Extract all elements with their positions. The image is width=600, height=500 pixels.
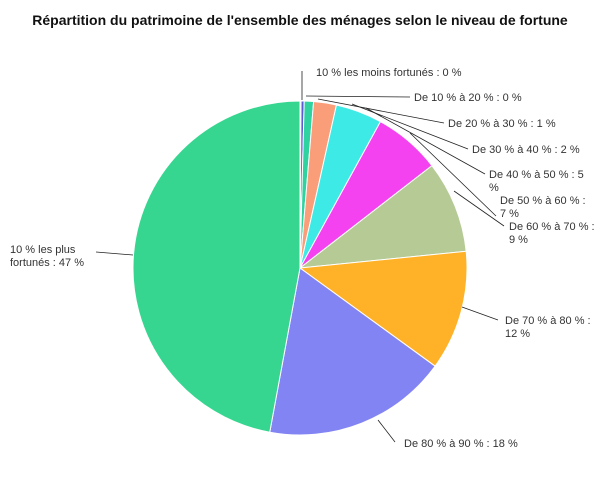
leader-line-10 [95,251,134,256]
slice-label-7: De 60 % à 70 % :9 % [509,221,595,246]
slice-label-2: De 10 % à 20 % : 0 % [414,92,522,104]
pie-slice-7 [298,164,467,269]
leader-line-5 [365,107,486,175]
slice-label-3: De 20 % à 30 % : 1 % [448,118,556,130]
slice-label-4: De 30 % à 40 % : 2 % [472,144,580,156]
leader-line-8 [461,306,499,321]
leader-line-6 [409,132,497,217]
leader-line-3 [317,98,445,124]
slice-label-5: De 40 % à 50 % : 5% [489,169,584,194]
pie-slice-9 [269,267,436,436]
slice-label-9: De 80 % à 90 % : 18 % [404,438,518,450]
leader-line-4 [351,103,469,150]
pie-slice-8 [298,250,468,367]
slice-label-10: 10 % les plus fortunés : 47 % [10,244,84,269]
slice-label-6: De 50 % à 60 % :7 % [500,195,586,220]
slice-label-1: 10 % les moins fortunés : 0 % [316,67,462,79]
pie-slice-10 [132,100,301,433]
leader-line-2 [305,95,411,98]
leader-line-7 [453,190,505,227]
chart-title: Répartition du patrimoine de l'ensemble … [32,12,568,28]
slice-label-8: De 70 % à 80 % :12 % [505,315,591,340]
leader-line-9 [377,419,396,443]
